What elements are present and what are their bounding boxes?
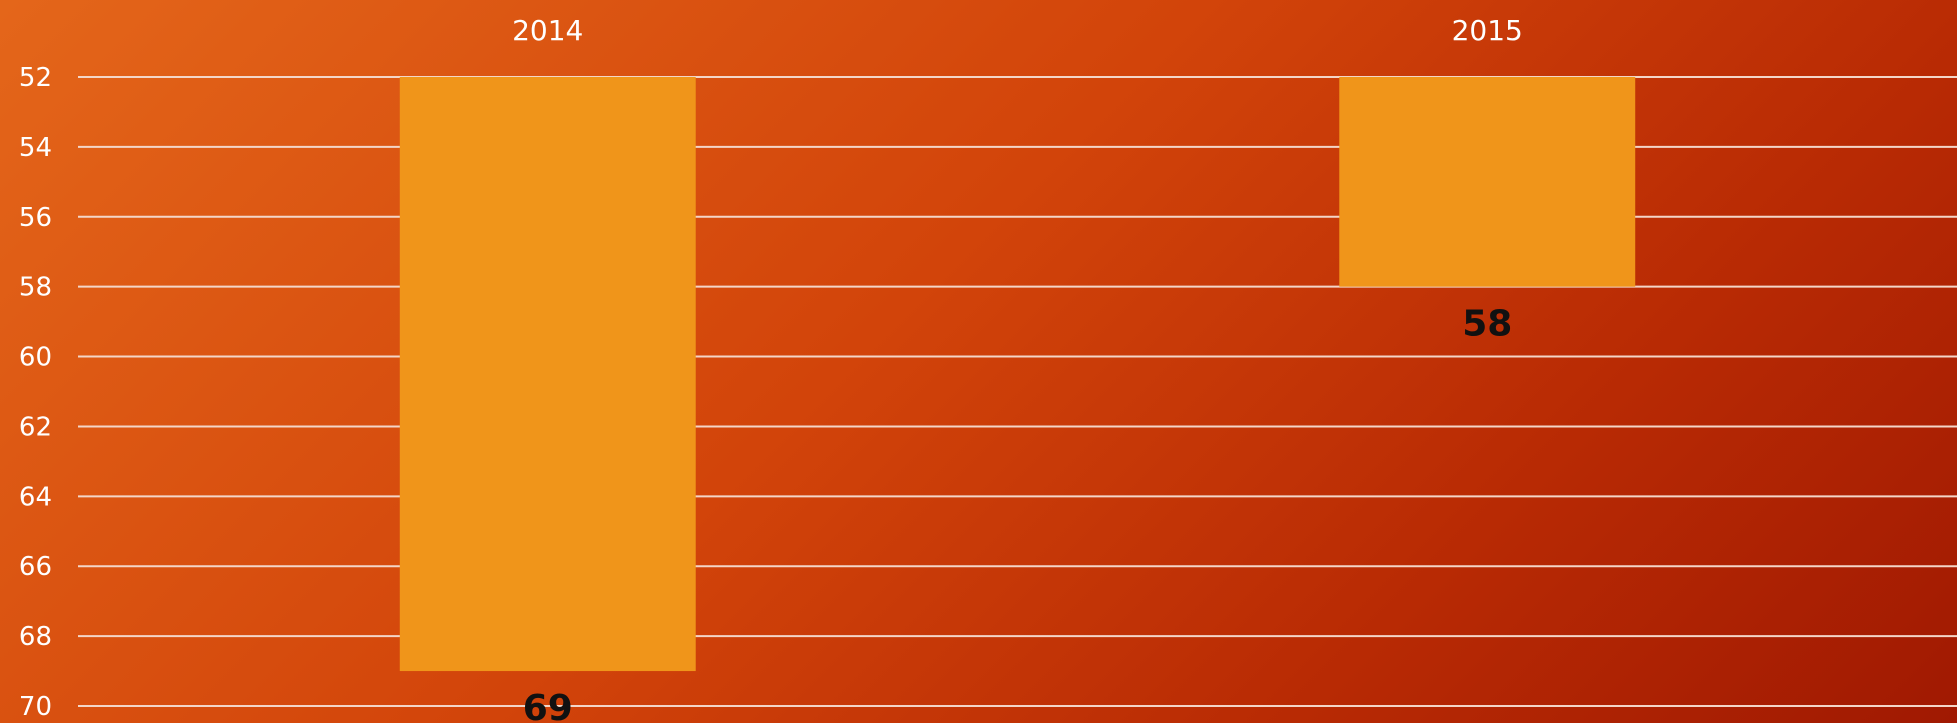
y-tick-label: 54 [19, 133, 52, 163]
gridlines [78, 76, 1957, 707]
y-tick-label: 60 [19, 343, 52, 373]
y-tick-label: 66 [19, 552, 52, 582]
y-tick-label: 52 [19, 63, 52, 93]
data-label: 69 [523, 688, 573, 723]
category-label: 2014 [512, 14, 583, 47]
category-label: 2015 [1452, 14, 1523, 47]
bars [399, 77, 1636, 672]
y-tick-label: 58 [19, 273, 52, 303]
category-labels: 2014 2015 [512, 14, 1523, 47]
y-tick-label: 56 [19, 203, 52, 233]
y-tick-label: 68 [19, 622, 52, 652]
bar-2014 [399, 77, 696, 672]
y-tick-label: 62 [19, 412, 52, 442]
y-axis-ticks: 52 54 56 58 60 62 64 66 68 70 [19, 63, 52, 722]
y-tick-label: 70 [19, 692, 52, 722]
y-tick-label: 64 [19, 482, 52, 512]
data-label: 58 [1462, 304, 1512, 345]
data-labels: 69 58 [523, 304, 1513, 723]
bar-2015 [1339, 77, 1636, 287]
